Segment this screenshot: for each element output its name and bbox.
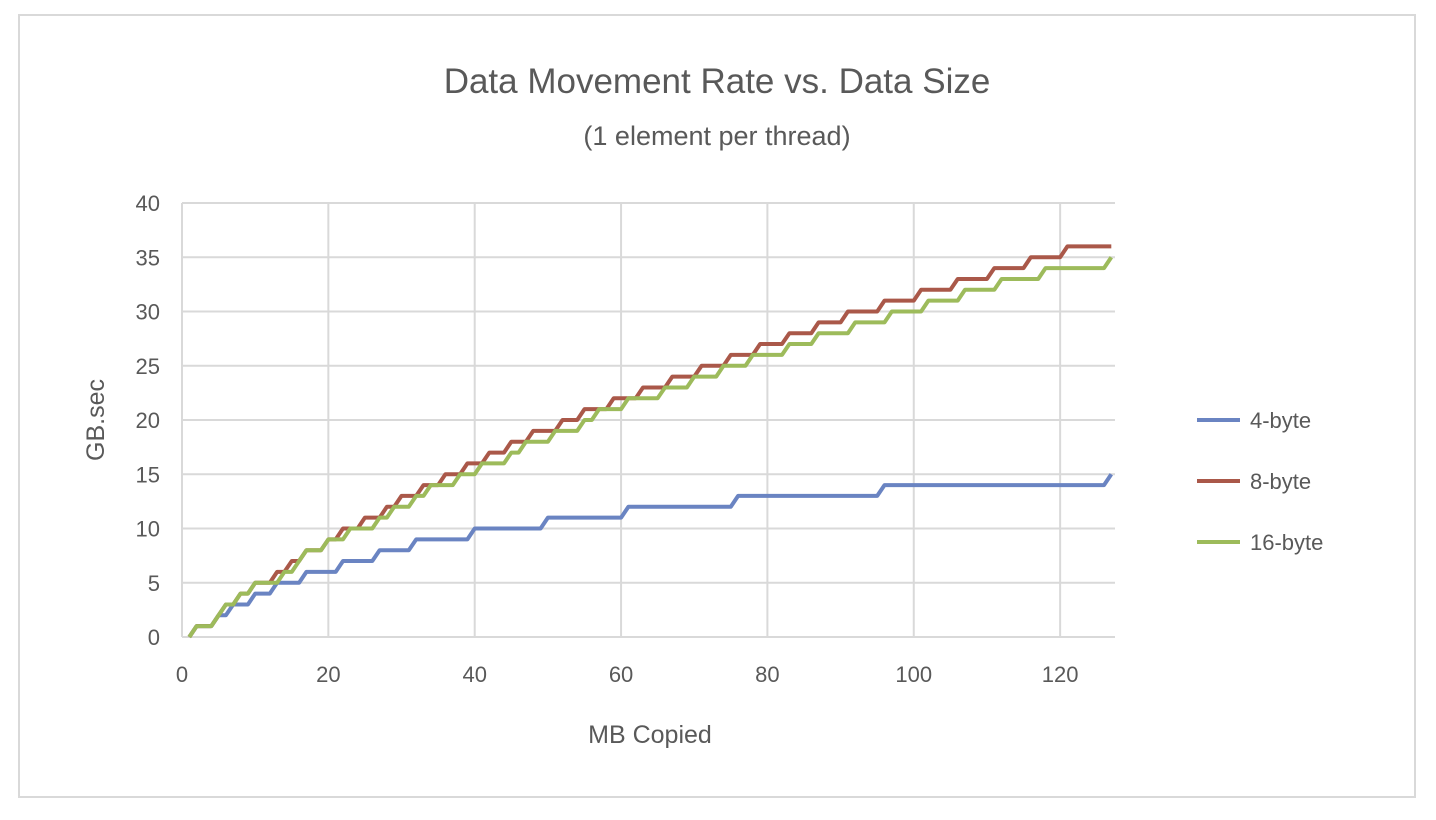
y-tick-label: 25	[136, 354, 160, 379]
legend-label: 16-byte	[1250, 530, 1323, 555]
x-tick-label: 0	[176, 662, 188, 687]
x-axis-label: MB Copied	[588, 721, 712, 749]
series-lines	[187, 244, 1113, 639]
y-tick-label: 20	[136, 408, 160, 433]
x-tick-label: 40	[462, 662, 486, 687]
chart-title: Data Movement Rate vs. Data Size	[444, 62, 991, 101]
series-line-16-byte	[187, 256, 1113, 639]
chart-subtitle: (1 element per thread)	[583, 121, 850, 151]
x-tick-label: 20	[316, 662, 340, 687]
y-tick-label: 40	[136, 191, 160, 216]
axes: 0 5 10 15 20 25 30 35 40 0 20 40 60 80 100 120	[136, 191, 1115, 687]
series-line-8-byte	[187, 244, 1112, 639]
chart-frame	[18, 14, 1416, 798]
y-tick-label: 0	[148, 625, 160, 650]
x-tick-label: 100	[895, 662, 932, 687]
x-tick-label: 60	[609, 662, 633, 687]
y-tick-label: 35	[136, 245, 160, 270]
legend-label: 4-byte	[1250, 408, 1311, 433]
gridlines	[182, 202, 1115, 637]
legend-label: 8-byte	[1250, 469, 1311, 494]
series-line-4-byte	[187, 473, 1113, 639]
x-tick-label: 80	[755, 662, 779, 687]
y-axis-label: GB.sec	[82, 379, 110, 461]
y-tick-label: 10	[136, 517, 160, 542]
y-tick-label: 30	[136, 300, 160, 325]
y-tick-label: 5	[148, 571, 160, 596]
y-tick-label: 15	[136, 462, 160, 487]
legend: 4-byte 8-byte 16-byte	[1197, 408, 1323, 555]
x-tick-label: 120	[1042, 662, 1079, 687]
